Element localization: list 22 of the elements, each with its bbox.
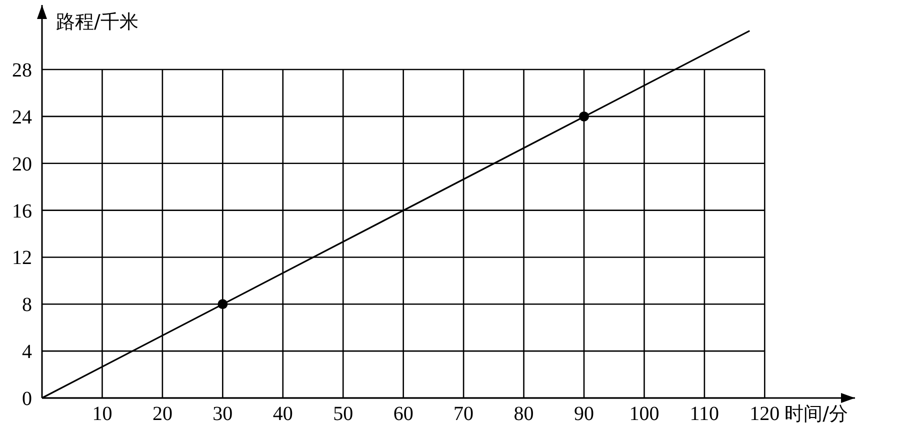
- x-tick-label: 80: [514, 403, 534, 425]
- y-tick-label: 28: [12, 60, 32, 82]
- x-axis-title: 时间/分: [784, 403, 848, 425]
- y-tick-label: 4: [22, 341, 32, 364]
- x-tick-label: 100: [629, 403, 660, 425]
- x-tick-label: 10: [92, 403, 112, 425]
- x-tick-label: 50: [333, 403, 354, 425]
- x-tick-label: 30: [212, 403, 233, 425]
- y-tick-label: 16: [12, 200, 32, 222]
- x-tick-label: 70: [454, 403, 474, 425]
- x-tick-label: 110: [690, 403, 720, 425]
- y-tick-label: 24: [12, 106, 32, 128]
- y-axis-title: 路程/千米: [56, 11, 138, 33]
- y-tick-label: 0: [22, 388, 32, 410]
- y-tick-label: 8: [22, 294, 32, 316]
- x-tick-label: 40: [272, 403, 293, 425]
- x-tick-label: 120: [750, 403, 780, 425]
- y-tick-label: 20: [12, 153, 32, 176]
- x-tick-label: 20: [152, 403, 172, 425]
- x-tick-label: 90: [574, 403, 594, 425]
- x-tick-label: 60: [393, 403, 414, 425]
- y-tick-label: 12: [12, 247, 32, 270]
